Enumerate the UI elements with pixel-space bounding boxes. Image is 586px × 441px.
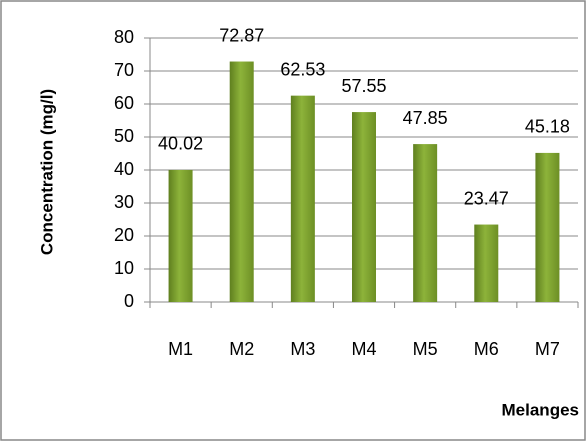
data-label: 72.87 [219,25,264,45]
y-tick-label: 0 [124,291,134,311]
y-tick-label: 10 [114,258,134,278]
bar [535,152,560,302]
y-tick-label: 40 [114,159,134,179]
y-tick-label: 70 [114,60,134,80]
x-tick-label: M5 [413,339,438,359]
x-tick-label: M3 [290,339,315,359]
x-tick-label: M4 [351,339,376,359]
data-label: 40.02 [158,134,203,154]
data-label: 57.55 [341,76,386,96]
data-label: 47.85 [403,108,448,128]
data-label: 45.18 [525,117,570,137]
y-tick-label: 30 [114,192,134,212]
bar [229,61,254,303]
data-label: 23.47 [464,188,509,208]
bar [168,169,193,302]
data-label: 62.53 [280,59,325,79]
y-axis-title: Concentration (mg/l) [37,89,56,255]
x-axis-title: Melanges [502,400,579,419]
bar [413,144,438,302]
y-tick-label: 50 [114,126,134,146]
x-tick-label: M7 [535,339,560,359]
bar [290,95,315,302]
x-tick-label: M1 [168,339,193,359]
y-tick-label: 60 [114,93,134,113]
bar [474,224,499,302]
bar [352,112,376,303]
x-tick-label: M2 [229,339,254,359]
x-tick-label: M6 [474,339,499,359]
y-tick-label: 80 [114,27,134,47]
y-tick-label: 20 [114,225,134,245]
